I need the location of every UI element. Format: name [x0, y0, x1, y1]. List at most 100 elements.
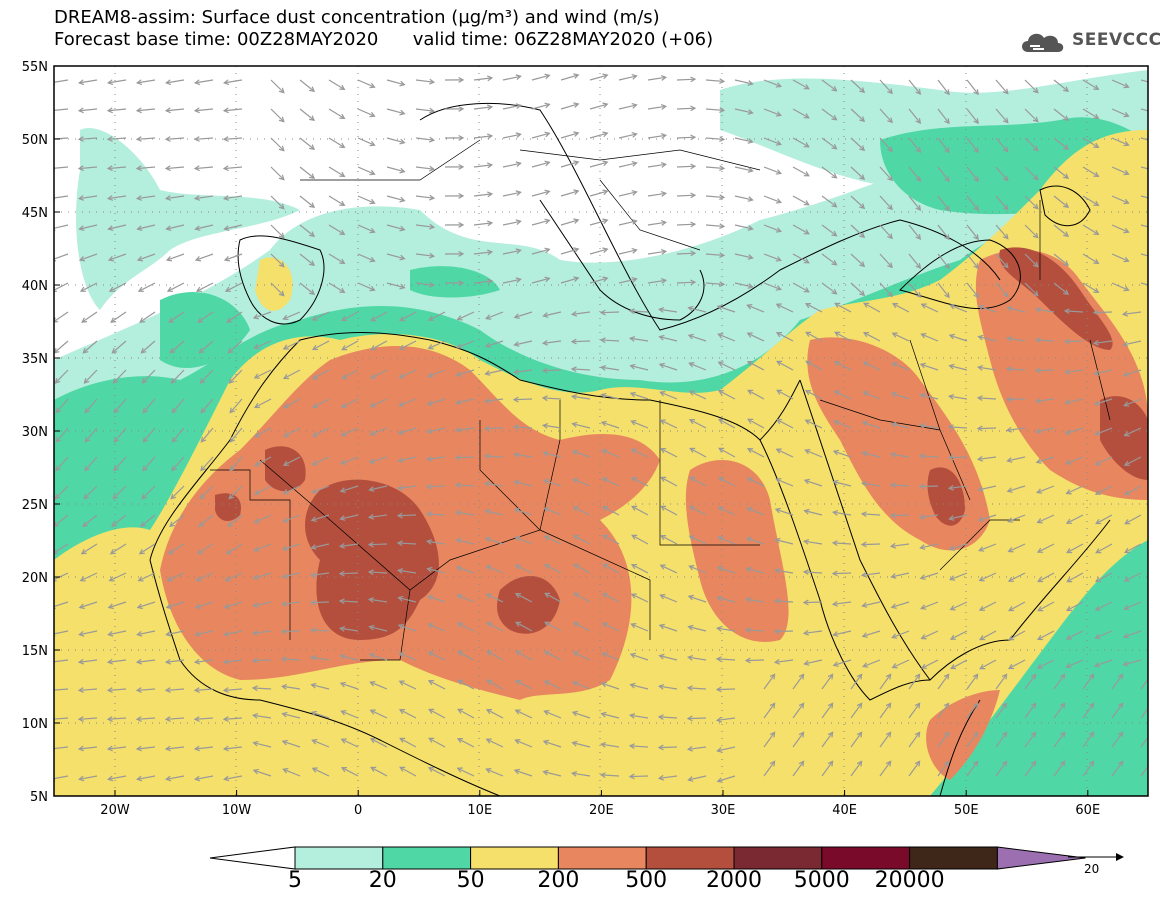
wind-arrow — [112, 369, 127, 384]
wind-arrow — [427, 623, 446, 632]
wind-arrow — [1024, 731, 1037, 748]
wind-arrow — [455, 537, 475, 545]
wind-arrow — [369, 398, 388, 408]
wind-arrow — [1024, 673, 1037, 690]
wind-arrow — [223, 601, 243, 610]
wind-arrow — [860, 511, 881, 518]
wind-arrow — [746, 304, 765, 313]
wind-arrow — [850, 282, 866, 297]
wind-arrow — [542, 478, 562, 487]
wind-arrow — [531, 160, 551, 168]
wind-arrow — [718, 418, 736, 429]
wind-arrow — [571, 740, 591, 748]
wind-arrow — [531, 218, 551, 226]
colorbar-label: 5000 — [793, 868, 850, 893]
wind-arrow — [1094, 456, 1113, 466]
wind-arrow — [744, 627, 765, 634]
wind-arrow — [512, 396, 533, 403]
wind-arrow — [484, 536, 504, 545]
wind-arrow — [328, 282, 346, 294]
wind-arrow — [77, 745, 98, 752]
wind-arrow — [1053, 253, 1070, 267]
wind-arrow — [850, 79, 866, 94]
wind-arrow — [106, 745, 127, 752]
wind-arrow — [252, 311, 272, 320]
wind-arrow — [222, 716, 243, 722]
wind-arrow — [165, 601, 185, 610]
wind-arrow — [426, 566, 446, 574]
wind-arrow — [948, 363, 968, 371]
wind-arrow — [339, 681, 359, 690]
wind-arrow — [889, 451, 910, 458]
wind-arrow — [109, 543, 127, 555]
wind-arrow — [601, 592, 620, 603]
wind-arrow — [689, 447, 707, 458]
wind-arrow — [456, 311, 475, 321]
wind-arrow — [705, 107, 726, 114]
wind-arrow — [531, 73, 551, 81]
wind-arrow — [82, 514, 98, 528]
wind-arrow — [164, 107, 185, 114]
forecast-time-info: Forecast base time: 00Z28MAY2020 valid t… — [54, 29, 714, 50]
wind-arrow — [473, 249, 494, 256]
wind-arrow — [1065, 485, 1084, 495]
wind-arrow — [919, 543, 939, 550]
wind-arrow — [908, 282, 922, 298]
wind-arrow — [309, 654, 330, 661]
wind-arrow — [1140, 195, 1148, 199]
wind-arrow — [531, 276, 551, 284]
wind-arrow — [792, 282, 810, 293]
wind-arrow — [879, 282, 893, 298]
wind-arrow — [228, 369, 243, 384]
wind-arrow — [618, 132, 638, 139]
wind-arrow — [168, 311, 185, 323]
wind-arrow — [1006, 305, 1026, 313]
wind-arrow — [456, 651, 475, 661]
wind-arrow — [280, 628, 301, 635]
wind-arrow — [340, 710, 359, 719]
wind-arrow — [386, 195, 406, 203]
wind-arrow — [1123, 601, 1142, 611]
dust-band-20-mid — [410, 266, 500, 298]
wind-arrow — [804, 419, 823, 429]
wind-arrow — [705, 281, 726, 288]
wind-arrow — [135, 136, 156, 142]
wind-arrow — [1034, 306, 1055, 313]
wind-arrow — [589, 276, 609, 284]
lat-label: 25N — [22, 498, 48, 513]
wind-arrow — [270, 224, 285, 239]
wind-arrow — [142, 427, 156, 443]
wind-arrow — [107, 630, 127, 637]
wind-arrow — [1063, 368, 1084, 375]
wind-arrow — [734, 224, 754, 231]
wind-arrow — [340, 311, 359, 322]
wind-arrow — [1024, 702, 1037, 719]
wind-arrow — [415, 252, 436, 259]
wind-arrow — [396, 567, 417, 574]
wind-arrow — [399, 766, 417, 777]
cloud-icon — [1022, 33, 1064, 52]
wind-arrow — [861, 601, 881, 608]
wind-arrow — [879, 731, 892, 748]
dust-band-20-atlantic — [160, 291, 250, 369]
wind-arrow — [860, 480, 881, 487]
wind-arrow — [966, 79, 979, 96]
wind-arrow — [473, 191, 494, 198]
wind-arrow — [111, 514, 127, 528]
wind-arrow — [455, 565, 475, 574]
wind-arrow — [54, 775, 69, 782]
wind-arrow — [169, 514, 185, 528]
wind-arrow — [54, 716, 69, 722]
wind-arrow — [106, 136, 127, 142]
lat-label: 55N — [22, 60, 48, 75]
wind-arrow — [908, 253, 922, 269]
wind-arrow — [647, 162, 668, 168]
wind-arrow — [515, 621, 533, 632]
wind-arrow — [78, 630, 98, 637]
wind-arrow — [995, 731, 1008, 748]
wind-arrow — [199, 369, 214, 384]
wind-arrow — [1006, 485, 1026, 493]
wind-arrow — [1111, 731, 1124, 748]
lat-label: 5N — [30, 790, 48, 805]
wind-arrow — [937, 731, 950, 748]
